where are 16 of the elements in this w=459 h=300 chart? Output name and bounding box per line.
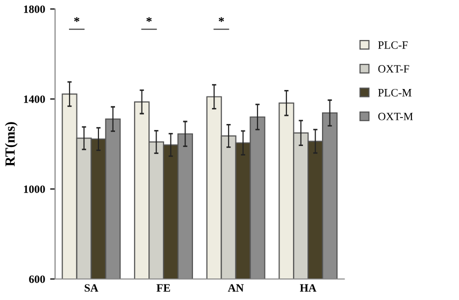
legend-label: PLC-M: [378, 88, 412, 96]
y-tick-label: 1800: [24, 5, 45, 13]
x-tick-label: AN: [228, 284, 244, 292]
y-tick-label: 1000: [24, 185, 45, 193]
y-tick-label: 1400: [24, 95, 45, 103]
x-tick-label: SA: [84, 284, 98, 292]
y-axis-title: RT(ms): [4, 122, 18, 166]
annotation: *: [146, 17, 152, 22]
annotation: *: [218, 17, 224, 22]
legend-label: PLC-F: [378, 41, 408, 49]
x-tick-label: FE: [156, 284, 170, 292]
legend-label: OXT-F: [378, 65, 410, 73]
annotation: *: [74, 17, 80, 22]
x-tick-label: HA: [300, 284, 316, 292]
y-tick-label: 600: [29, 275, 45, 283]
legend-label: OXT-M: [378, 112, 413, 120]
